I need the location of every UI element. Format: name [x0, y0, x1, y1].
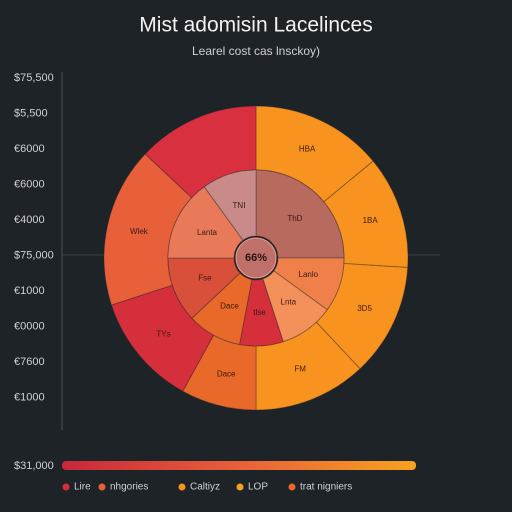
legend-label: Lire	[74, 482, 91, 493]
segment-label: ThD	[287, 214, 302, 223]
legend-label: trat nigniers	[300, 482, 352, 493]
center-label: 66%	[245, 252, 267, 264]
segment-label: TYs	[156, 330, 170, 339]
axis-label: €1000	[14, 285, 45, 297]
axis-label: $5,500	[14, 107, 48, 119]
axis-label: €1000	[14, 391, 45, 403]
legend-label: LOP	[248, 482, 268, 493]
segment-label: Dace	[220, 301, 239, 310]
segment-label: HBA	[299, 145, 316, 154]
segment-label: Lnta	[281, 298, 297, 307]
segment	[167, 257, 241, 319]
axis-label: €6000	[14, 143, 45, 155]
segment-label: Wlek	[130, 227, 149, 236]
axis-label: €0000	[14, 320, 45, 332]
segment	[203, 169, 257, 241]
legend-swatch	[288, 483, 296, 491]
center	[235, 237, 277, 279]
segment	[191, 272, 253, 346]
legend-swatch	[62, 483, 70, 491]
gradient-bar	[62, 461, 416, 470]
axis-label: $75,500	[14, 72, 54, 84]
segment-label: Dace	[217, 369, 236, 378]
segment-label: 3D5	[357, 304, 372, 313]
legend-swatch	[236, 483, 244, 491]
legend-label: Caltiyz	[190, 482, 220, 493]
segment-label: Lanta	[197, 228, 218, 237]
bottom-label: $31,000	[14, 460, 54, 472]
chart-subtitle: Learel cost cas lnsckoy)	[192, 44, 320, 58]
segment	[255, 169, 345, 259]
segment-label: TNI	[233, 201, 246, 210]
segment	[273, 257, 345, 311]
segment	[167, 186, 244, 259]
legend-label: nhgories	[110, 482, 148, 493]
segment-label: FM	[294, 365, 306, 374]
segment-label: 1BA	[363, 216, 379, 225]
legend-swatch	[98, 483, 106, 491]
segment	[262, 270, 328, 343]
segment-label: Lanlo	[299, 270, 319, 279]
legend-swatch	[178, 483, 186, 491]
segment-label: tlse	[253, 308, 266, 317]
axis-label: €7600	[14, 356, 45, 368]
axis-label: €6000	[14, 178, 45, 190]
axis-label: $75,000	[14, 249, 54, 261]
segment-label: Fse	[198, 273, 212, 282]
axis-label: €4000	[14, 214, 45, 226]
chart-title: Mist adomisin Lacelinces	[139, 14, 372, 37]
